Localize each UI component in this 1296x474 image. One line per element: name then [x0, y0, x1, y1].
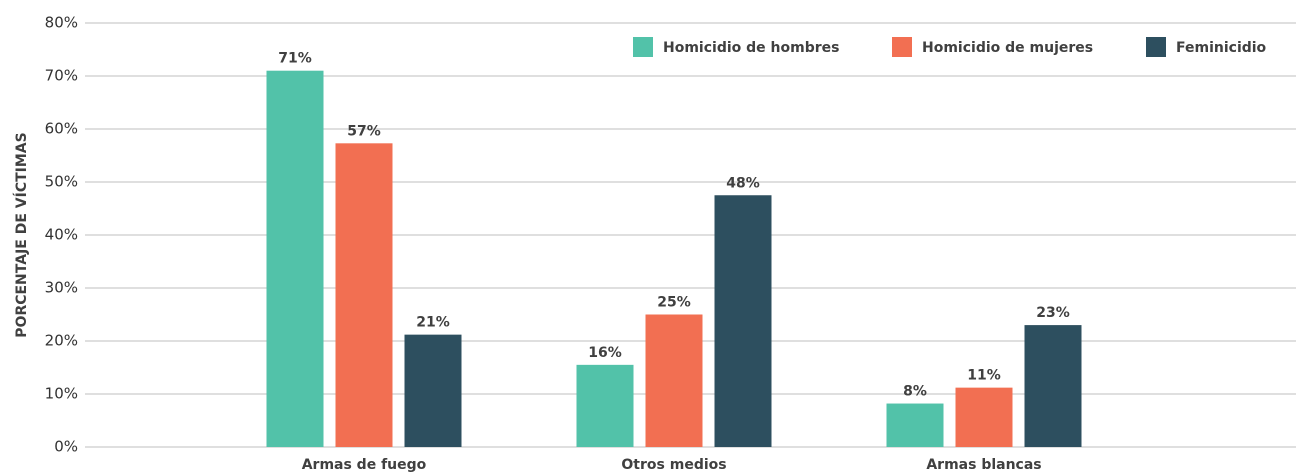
x-tick-label: Armas blancas	[926, 457, 1041, 473]
value-label: 57%	[347, 123, 381, 139]
bar	[335, 143, 393, 447]
legend-label: Feminicidio	[1176, 40, 1267, 56]
bar	[714, 195, 772, 447]
legend-swatch	[633, 37, 653, 57]
y-tick-label: 10%	[45, 385, 78, 403]
bar	[576, 364, 634, 447]
bar	[645, 314, 703, 447]
bar	[886, 403, 944, 447]
value-label: 11%	[967, 368, 1001, 384]
x-tick-label: Armas de fuego	[302, 457, 427, 473]
legend-label: Homicidio de mujeres	[922, 40, 1093, 56]
y-tick-label: 0%	[54, 438, 78, 456]
y-axis-label: PORCENTAJE DE VÍCTIMAS	[13, 132, 30, 337]
value-label: 23%	[1036, 305, 1070, 321]
value-label: 21%	[416, 315, 450, 331]
value-label: 16%	[588, 345, 622, 361]
legend-swatch	[1146, 37, 1166, 57]
legend-label: Homicidio de hombres	[663, 40, 839, 56]
y-tick-label: 60%	[45, 120, 78, 138]
bar	[1024, 325, 1082, 447]
y-tick-label: 30%	[45, 279, 78, 297]
legend-swatch	[892, 37, 912, 57]
value-label: 8%	[903, 384, 927, 400]
y-tick-label: 20%	[45, 332, 78, 350]
value-label: 48%	[726, 175, 760, 191]
y-tick-label: 50%	[45, 173, 78, 191]
y-tick-label: 70%	[45, 67, 78, 85]
y-tick-label: 80%	[45, 14, 78, 32]
bar	[404, 334, 462, 447]
value-label: 25%	[657, 295, 691, 311]
bar	[266, 70, 324, 447]
bar	[955, 387, 1013, 447]
value-label: 71%	[278, 51, 312, 67]
y-tick-label: 40%	[45, 226, 78, 244]
x-tick-label: Otros medios	[621, 457, 726, 473]
